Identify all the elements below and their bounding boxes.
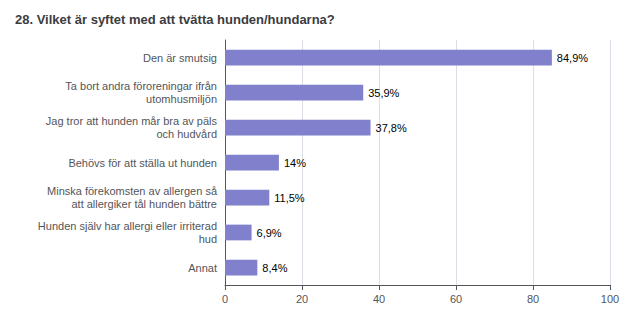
svg-text:35,9%: 35,9% — [368, 87, 399, 99]
svg-text:8,4%: 8,4% — [262, 262, 287, 274]
svg-text:11,5%: 11,5% — [274, 192, 305, 204]
svg-text:Minska förekomsten av allergen: Minska förekomsten av allergen så — [47, 185, 218, 197]
svg-text:20: 20 — [296, 293, 308, 305]
svg-text:60: 60 — [450, 293, 462, 305]
svg-text:att allergiker tål hunden bätt: att allergiker tål hunden bättre — [71, 198, 217, 210]
svg-text:6,9%: 6,9% — [257, 227, 282, 239]
svg-text:28. Vilket är syftet med att t: 28. Vilket är syftet med att tvätta hund… — [15, 12, 335, 27]
svg-text:40: 40 — [373, 293, 385, 305]
svg-text:80: 80 — [527, 293, 539, 305]
svg-text:utomhusmiljön: utomhusmiljön — [146, 93, 217, 105]
svg-text:Den är smutsig: Den är smutsig — [143, 52, 217, 64]
svg-text:37,8%: 37,8% — [376, 122, 407, 134]
svg-text:hud: hud — [199, 233, 217, 245]
svg-text:Annat: Annat — [188, 262, 217, 274]
svg-text:84,9%: 84,9% — [557, 52, 588, 64]
svg-text:Hunden själv har allergi eller: Hunden själv har allergi eller irriterad — [38, 220, 217, 232]
svg-text:0: 0 — [222, 293, 228, 305]
svg-text:14%: 14% — [284, 157, 306, 169]
svg-text:100: 100 — [601, 293, 619, 305]
svg-text:Behövs för att ställa ut hunde: Behövs för att ställa ut hunden — [68, 157, 217, 169]
svg-text:och hudvård: och hudvård — [156, 128, 217, 140]
svg-text:Jag tror att hunden mår bra av: Jag tror att hunden mår bra av päls — [46, 115, 218, 127]
svg-text:Ta bort andra föroreningar ifr: Ta bort andra föroreningar ifrån — [65, 80, 217, 92]
